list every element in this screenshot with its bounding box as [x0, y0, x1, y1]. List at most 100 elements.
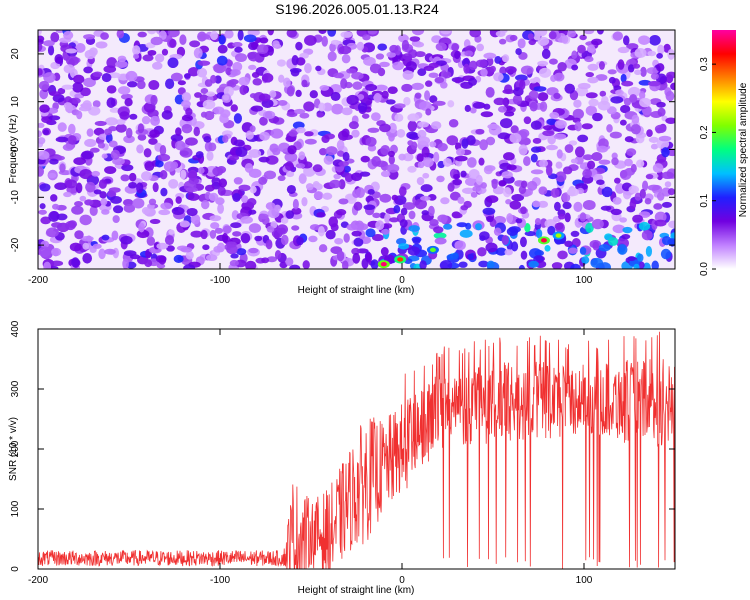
heatmap-cell [353, 201, 363, 211]
heatmap-cell [372, 234, 384, 242]
heatmap-cell [454, 240, 466, 251]
heatmap-cell [112, 205, 124, 214]
heatmap-cell [411, 82, 425, 91]
heatmap-cell [341, 128, 350, 138]
heatmap-cell [330, 39, 341, 45]
heatmap-cell [505, 66, 517, 74]
heatmap-cell [270, 128, 284, 139]
heatmap-cell [392, 61, 405, 71]
heatmap-cell [110, 196, 122, 204]
heatmap-cell [55, 136, 69, 143]
heatmap-cell [109, 107, 121, 113]
heatmap-cell [588, 98, 599, 107]
heatmap-cell [148, 137, 158, 145]
heatmap-cell [291, 207, 302, 215]
heatmap-cell [336, 150, 345, 157]
heatmap-cell [598, 244, 611, 252]
heatmap-cell [464, 104, 471, 113]
heatmap-cell [515, 74, 528, 81]
heatmap-cell [407, 120, 418, 132]
heatmap-cell [505, 199, 512, 205]
heatmap-cell [582, 154, 594, 161]
heatmap-cell [309, 90, 318, 99]
heatmap-cell [150, 94, 158, 106]
heatmap-cell [278, 142, 290, 153]
heatmap-cell [530, 120, 542, 130]
heatmap-cell [73, 74, 85, 84]
heatmap-cell [169, 38, 177, 48]
heatmap-cell [528, 39, 536, 46]
heatmap-cell [498, 38, 507, 45]
heatmap-cell [472, 101, 486, 109]
heatmap-cell [624, 136, 634, 143]
heatmap-cell [232, 231, 242, 237]
heatmap-cell [456, 222, 468, 228]
heatmap-cell [267, 208, 280, 219]
colorbar: 0.0 0.1 0.2 0.3 Normalized spectral amplitu… [699, 30, 749, 276]
heatmap-cell [229, 259, 239, 267]
heatmap-cell [577, 82, 591, 90]
heatmap-cell [125, 70, 138, 82]
heatmap-cell [238, 76, 250, 86]
heatmap-cell [495, 247, 507, 256]
heatmap-cell [82, 100, 92, 110]
heatmap-cell [571, 50, 578, 59]
heatmap-cell [202, 244, 210, 251]
heatmap-cell [494, 56, 502, 64]
heatmap-cell [557, 250, 568, 260]
heatmap-cell [466, 135, 476, 146]
heatmap-cell [204, 184, 215, 192]
heatmap-cell [579, 212, 587, 222]
heatmap-cell [341, 54, 351, 64]
heatmap-cell [196, 67, 208, 78]
heatmap-cell [398, 186, 407, 197]
heatmap-cell [73, 157, 86, 166]
heatmap-cell [546, 144, 558, 151]
heatmap-cell [661, 171, 674, 180]
heatmap-cell [468, 60, 478, 71]
heatmap-cell [557, 61, 567, 72]
heatmap-cell [179, 34, 187, 46]
heatmap-cell [43, 40, 55, 47]
heatmap-cell [210, 222, 220, 229]
heatmap-cell [419, 260, 427, 269]
heatmap-cell [386, 163, 400, 173]
x-tick-label: 100 [576, 575, 593, 586]
heatmap-cell [549, 111, 560, 119]
heatmap-cell [628, 185, 640, 194]
heatmap-cell [428, 72, 439, 78]
heatmap-cell [84, 49, 96, 60]
heatmap-cell [218, 178, 228, 188]
heatmap-cell [89, 147, 100, 153]
heatmap-cell [573, 201, 583, 213]
heatmap-cell [667, 49, 675, 60]
heatmap-cell [195, 151, 204, 159]
heatmap-cell [185, 107, 193, 116]
heatmap-cell [101, 73, 112, 83]
heatmap-cell [121, 164, 134, 172]
heatmap-cell [512, 94, 523, 105]
x-tick-label: -200 [28, 275, 48, 286]
heatmap-cell [564, 240, 573, 248]
heatmap-cell [136, 80, 146, 90]
heatmap-cell [653, 203, 663, 210]
heatmap-cell [272, 40, 280, 48]
heatmap-cell [591, 152, 603, 162]
heatmap-cell [287, 145, 297, 155]
heatmap-cell [286, 30, 297, 38]
heatmap-cell [380, 247, 389, 256]
heatmap-cell [502, 187, 512, 198]
heatmap-cell [670, 82, 675, 91]
heatmap-cell [158, 209, 171, 216]
heatmap-cell [285, 257, 294, 267]
heatmap-cell [553, 92, 561, 100]
heatmap-cell [480, 68, 488, 77]
heatmap-cell [279, 261, 288, 269]
heatmap-hotspot-core [397, 257, 404, 262]
heatmap-cell [232, 42, 243, 48]
heatmap-cell [124, 98, 133, 107]
heatmap-cell [38, 130, 42, 138]
heatmap-cell [39, 183, 51, 192]
heatmap-cell [503, 152, 515, 161]
heatmap-cell [180, 169, 187, 180]
